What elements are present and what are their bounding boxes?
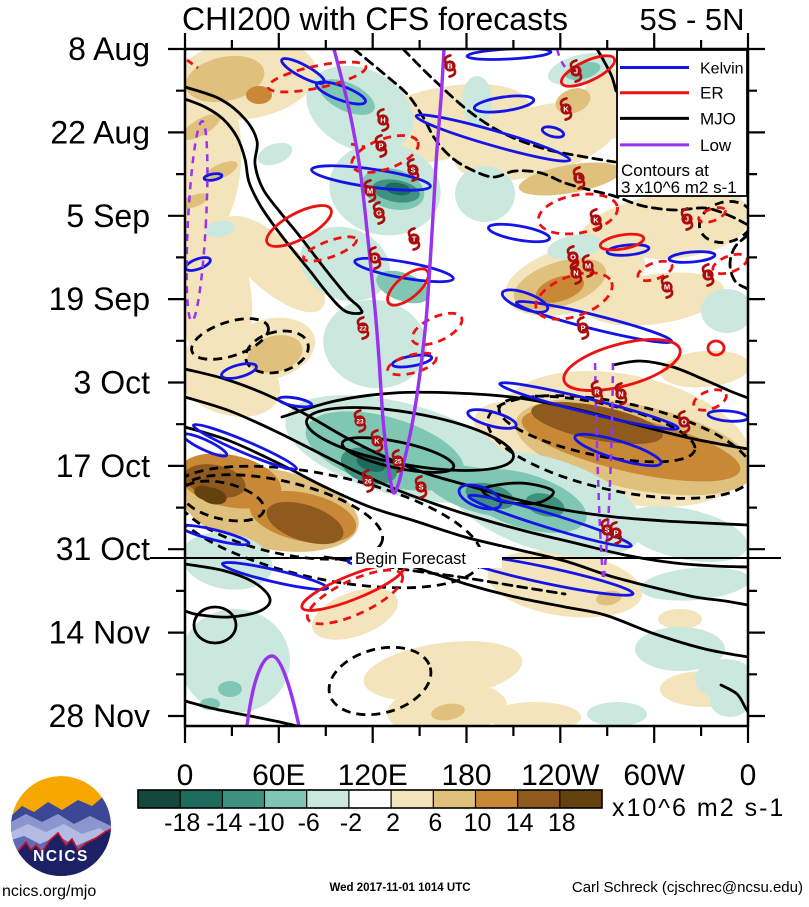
svg-text:120W: 120W <box>521 759 600 792</box>
svg-text:180: 180 <box>441 759 491 792</box>
svg-text:P: P <box>613 529 618 538</box>
svg-text:31 Oct: 31 Oct <box>56 531 150 567</box>
svg-text:MJO: MJO <box>700 109 736 128</box>
svg-text:-2: -2 <box>340 809 362 837</box>
svg-text:17 Oct: 17 Oct <box>56 448 150 484</box>
svg-text:Low: Low <box>700 136 732 155</box>
svg-text:22: 22 <box>359 326 367 333</box>
svg-text:ER: ER <box>700 84 724 103</box>
svg-text:D: D <box>372 254 378 263</box>
svg-text:O: O <box>681 418 687 427</box>
svg-text:S: S <box>604 526 609 535</box>
svg-text:Carl Schreck (cjschrec@ncsu.ed: Carl Schreck (cjschrec@ncsu.edu) <box>572 879 803 896</box>
svg-text:25: 25 <box>394 459 402 466</box>
svg-text:N: N <box>618 390 623 399</box>
svg-text:B: B <box>447 62 453 71</box>
svg-text:H: H <box>380 116 385 125</box>
svg-text:18: 18 <box>548 809 576 837</box>
svg-text:J: J <box>685 215 689 224</box>
svg-text:-14: -14 <box>206 809 242 837</box>
svg-text:-6: -6 <box>298 809 320 837</box>
svg-text:Kelvin: Kelvin <box>700 61 744 78</box>
svg-text:CHI200 with CFS forecasts: CHI200 with CFS forecasts <box>182 1 568 37</box>
svg-text:14 Nov: 14 Nov <box>49 615 150 651</box>
svg-text:-10: -10 <box>248 809 284 837</box>
svg-text:M: M <box>664 283 670 292</box>
svg-text:26: 26 <box>364 479 372 486</box>
svg-text:6: 6 <box>428 809 442 837</box>
svg-text:M: M <box>367 187 373 196</box>
svg-text:2: 2 <box>386 809 400 837</box>
svg-text:K: K <box>374 437 380 446</box>
svg-text:Begin Forecast: Begin Forecast <box>355 550 466 568</box>
svg-text:23: 23 <box>356 419 364 426</box>
svg-text:J: J <box>574 67 578 76</box>
svg-text:x10^6 m2 s-1: x10^6 m2 s-1 <box>612 794 785 822</box>
svg-text:O: O <box>570 253 576 262</box>
svg-text:G: G <box>376 209 382 218</box>
svg-text:K: K <box>563 105 569 114</box>
svg-text:S: S <box>410 166 415 175</box>
svg-text:8 Aug: 8 Aug <box>68 31 150 67</box>
svg-text:19 Sep: 19 Sep <box>49 281 150 317</box>
svg-text:3 Oct: 3 Oct <box>74 365 151 401</box>
svg-text:Wed 2017-11-01 1014 UTC: Wed 2017-11-01 1014 UTC <box>329 882 470 894</box>
svg-text:R: R <box>594 388 600 397</box>
svg-text:14: 14 <box>506 809 534 837</box>
svg-text:0: 0 <box>740 759 757 792</box>
svg-text:Contours at: Contours at <box>621 161 709 180</box>
svg-text:P: P <box>580 324 585 333</box>
svg-text:T: T <box>412 235 417 244</box>
svg-text:5S - 5N: 5S - 5N <box>639 2 744 37</box>
svg-text:22 Aug: 22 Aug <box>50 114 150 150</box>
svg-text:28 Nov: 28 Nov <box>49 698 150 734</box>
svg-text:5 Sep: 5 Sep <box>66 198 150 234</box>
svg-text:-18: -18 <box>164 809 200 837</box>
svg-text:60E: 60E <box>252 759 305 792</box>
svg-text:K: K <box>593 216 599 225</box>
svg-text:L: L <box>706 271 711 280</box>
svg-text:60W: 60W <box>623 759 685 792</box>
svg-text:120E: 120E <box>338 759 408 792</box>
svg-text:NCICS: NCICS <box>33 848 89 865</box>
svg-text:10: 10 <box>464 809 492 837</box>
svg-text:L: L <box>577 174 582 183</box>
svg-text:0: 0 <box>177 759 194 792</box>
svg-text:3 x10^6 m2 s-1: 3 x10^6 m2 s-1 <box>621 178 737 197</box>
svg-text:S: S <box>418 483 423 492</box>
svg-text:ncics.org/mjo: ncics.org/mjo <box>2 883 96 900</box>
svg-text:M: M <box>585 262 591 271</box>
svg-text:P: P <box>378 142 383 151</box>
svg-text:N: N <box>573 269 578 278</box>
